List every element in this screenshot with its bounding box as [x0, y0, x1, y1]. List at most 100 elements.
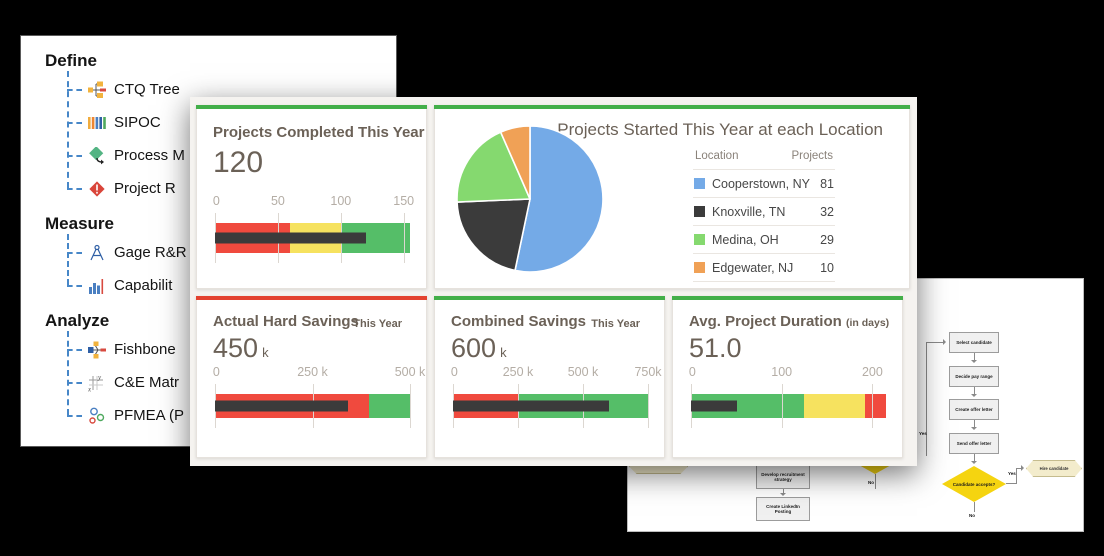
tree-item-fishbone[interactable]: Fishbone — [67, 333, 390, 366]
axis-tick-label: 150 — [393, 194, 415, 208]
pie-slice[interactable] — [499, 125, 531, 200]
bullet-chart: 0 50 100 150 — [213, 194, 414, 263]
flow-connector — [875, 474, 876, 489]
flow-no-label: No — [868, 480, 874, 485]
flow-step-box[interactable]: Select candidate — [949, 332, 999, 353]
tree-item-sipoc[interactable]: SIPOC — [67, 106, 390, 139]
tree-connector-line — [67, 331, 69, 415]
pfmea-icon — [88, 407, 106, 425]
tree-item-gage-r-r[interactable]: Gage R&R — [67, 236, 390, 269]
pie-slice[interactable] — [514, 125, 604, 273]
pie-slice[interactable] — [456, 198, 531, 272]
bullet-range — [865, 394, 886, 418]
flow-decision-diamond[interactable]: Candidate accepts? — [942, 466, 1006, 502]
flow-step-box[interactable]: Send offer letter — [949, 433, 999, 454]
axis-tick-label: 0 — [688, 365, 696, 379]
legend-value: 81 — [820, 176, 834, 191]
tree-item-pfmea-p[interactable]: PFMEA (P — [67, 399, 390, 432]
tree-item-label: Project R — [114, 180, 176, 197]
flow-step-box[interactable]: Create LinkedIn Posting — [756, 497, 810, 521]
tree-item-label: C&E Matr — [114, 374, 180, 391]
flow-step-box[interactable]: Develop recruitment strategy — [756, 465, 810, 489]
bullet-chart: 0 250 k 500 k — [213, 365, 425, 428]
tree-item-ctq-tree[interactable]: CTQ Tree — [67, 73, 390, 106]
card-title: Projects Started This Year at each Locat… — [557, 120, 883, 139]
legend-label: Medina, OH — [712, 232, 779, 247]
axis-tick-label: 100 — [771, 365, 793, 379]
axis-tick — [872, 384, 874, 428]
tree-branch-line — [67, 348, 82, 351]
card-title-suffix: (in days) — [845, 317, 890, 329]
card-title: Projects Completed This Year — [213, 124, 425, 141]
legend-swatch — [694, 206, 705, 217]
pie-card-projects-by-location[interactable]: Projects Started This Year at each Locat… — [434, 105, 910, 289]
legend-swatch — [694, 178, 705, 189]
flow-arrowhead-icon — [971, 461, 977, 467]
flow-step-box[interactable]: Decide pay range — [949, 366, 999, 387]
tree-item-label: Gage R&R — [114, 244, 187, 261]
bullet-chart: 0 100 200 — [689, 365, 886, 428]
axis-tick-label: 0 — [212, 194, 220, 208]
bullet-measure-bar — [215, 400, 348, 412]
tree-item-capabilit[interactable]: Capabilit — [67, 269, 390, 302]
card-accent-bar — [434, 296, 665, 300]
card-title: Combined Savings — [451, 313, 587, 330]
axis-tick — [781, 384, 783, 428]
kpi-card-actual-hard-savings[interactable]: Actual Hard Savings This Year 450 k 0 250 … — [196, 296, 427, 458]
card-subtitle: This Year — [353, 318, 402, 330]
tree-item-project-r[interactable]: Project R — [67, 172, 390, 205]
tree-connector-line — [67, 234, 69, 285]
legend-header-projects: Projects — [791, 150, 833, 162]
kpi-card-combined-savings[interactable]: Combined Savings This Year 600 k 0 250 k 50… — [434, 296, 665, 458]
axis-tick-label: 500 k — [567, 365, 599, 379]
tree-branch-line — [67, 284, 82, 287]
axis-tick-label: 50 — [270, 194, 285, 208]
tree-item-label: PFMEA (P — [114, 407, 185, 424]
tree-item-process-m[interactable]: Process M — [67, 139, 390, 172]
flow-connector — [974, 502, 975, 512]
legend-label: Knoxville, TN — [712, 204, 786, 219]
svg-text:y: y — [97, 374, 102, 382]
bullet-chart: 0 250 k 500 k 750k — [451, 365, 662, 428]
flow-connector — [1016, 468, 1023, 469]
tree-branch-line — [67, 414, 82, 417]
flow-connector — [926, 342, 945, 343]
flow-result-hexagon[interactable]: Hire candidate — [1026, 460, 1082, 477]
tree-item-label: Fishbone — [114, 341, 176, 358]
legend-label: Cooperstown, NY — [712, 176, 810, 191]
ctq-tree-icon — [88, 81, 106, 99]
axis-tick-label: 750k — [634, 365, 662, 379]
kpi-card-projects-completed[interactable]: Projects Completed This Year 120 0 50 100 1… — [196, 105, 427, 289]
svg-text:x: x — [88, 385, 92, 392]
pie-slice[interactable] — [456, 131, 531, 203]
fishbone-icon — [88, 341, 106, 359]
tree-item-label: SIPOC — [114, 114, 161, 131]
flow-yes-label: Yes — [1008, 471, 1016, 476]
tree-branch-line — [67, 251, 82, 254]
axis-tick-label: 100 — [330, 194, 352, 208]
tree-item-label: Capabilit — [114, 277, 173, 294]
axis-tick-label: 0 — [212, 365, 220, 379]
kpi-value: 120 — [213, 146, 264, 179]
legend-row: Knoxville, TN 32 — [693, 198, 835, 226]
kpi-unit: k — [262, 345, 269, 360]
tree-section-header: Measure — [45, 214, 114, 233]
tree-section-items: Gage R&R Capabilit — [67, 234, 390, 302]
pie-chart — [456, 125, 604, 273]
pie-legend: Location Projects Cooperstown, NY 81 Knoxv… — [693, 150, 835, 282]
legend-value: 29 — [820, 232, 834, 247]
flow-step-box[interactable]: Create offer letter — [949, 399, 999, 420]
tree-item-c-e-matr[interactable]: y x C&E Matr — [67, 366, 390, 399]
card-title: Avg. Project Duration (in days) — [689, 313, 890, 330]
legend-swatch — [694, 234, 705, 245]
card-accent-bar — [196, 105, 427, 109]
bullet-range — [369, 394, 410, 418]
kpi-card-avg-project-duration[interactable]: Avg. Project Duration (in days) 51.0 0 10… — [672, 296, 903, 458]
kpi-value: 51.0 — [689, 333, 742, 363]
card-subtitle: This Year — [591, 318, 640, 330]
flow-connector — [974, 454, 975, 463]
dashboard-window[interactable]: Projects Completed This Year 120 0 50 100 1… — [190, 97, 917, 466]
flow-arrowhead-icon — [943, 339, 949, 345]
